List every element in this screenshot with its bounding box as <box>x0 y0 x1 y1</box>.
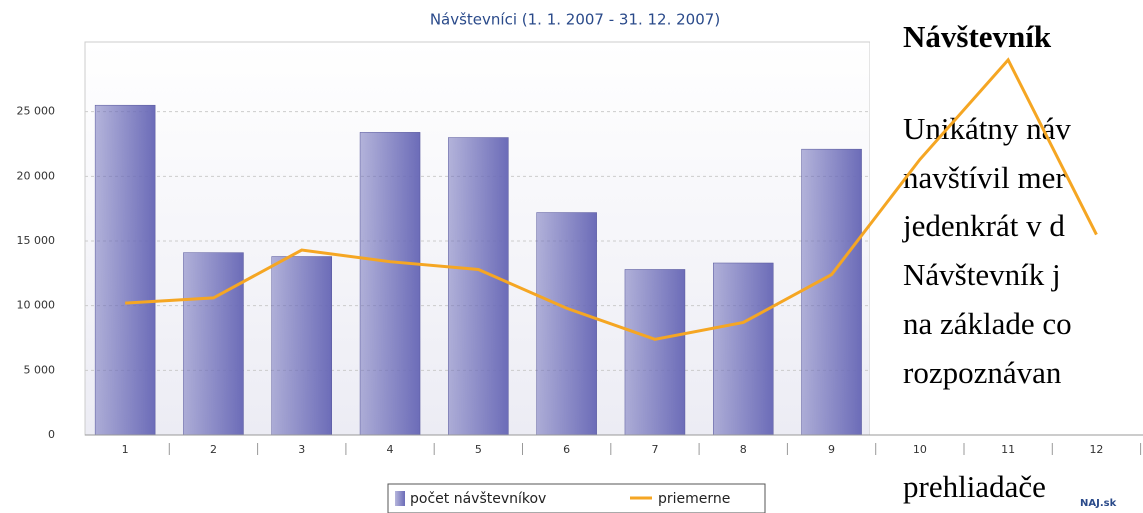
x-tick-label: 7 <box>651 443 658 456</box>
chart-title: Návštevníci (1. 1. 2007 - 31. 12. 2007) <box>430 11 720 29</box>
x-tick-label: 9 <box>828 443 835 456</box>
paragraph-line: Unikátny náv <box>903 111 1071 146</box>
heading: Návštevník <box>903 19 1052 54</box>
legend-label: počet návštevníkov <box>410 491 546 507</box>
bar <box>801 148 862 436</box>
x-tick-label: 3 <box>298 443 305 456</box>
x-tick-label: 4 <box>387 443 394 456</box>
bar <box>183 252 244 436</box>
bar <box>713 262 774 436</box>
legend-label: priemerne <box>658 491 730 507</box>
bar <box>624 269 686 436</box>
y-tick-label: 15 000 <box>17 234 56 247</box>
paragraph-line: na základe co <box>903 306 1072 341</box>
logo: NAJ.sk <box>1080 498 1117 509</box>
y-tick-label: 5 000 <box>24 363 56 376</box>
x-tick-label: 10 <box>913 443 927 456</box>
bar <box>94 104 156 436</box>
text-box <box>870 0 1143 455</box>
x-tick-label: 8 <box>740 443 747 456</box>
paragraph-line: jedenkrát v d <box>902 208 1065 243</box>
legend-box <box>387 483 766 513</box>
y-tick-label: 20 000 <box>17 169 56 182</box>
bar <box>536 212 597 436</box>
x-tick-label: 5 <box>475 443 482 456</box>
x-tick-label: 6 <box>563 443 570 456</box>
x-tick-label: 12 <box>1089 443 1103 456</box>
x-tick-label: 2 <box>210 443 217 456</box>
paragraph-line: navštívil mer <box>903 160 1066 195</box>
y-tick-label: 0 <box>48 428 55 441</box>
bar <box>448 137 509 436</box>
legend-swatch <box>395 491 405 506</box>
y-tick-label: 10 000 <box>17 299 56 312</box>
bar <box>271 256 332 436</box>
bar <box>359 132 421 436</box>
y-tick-label: 25 000 <box>17 105 56 118</box>
paragraph-line: Návštevník j <box>903 257 1061 292</box>
legend: počet návštevníkov priemerne <box>387 483 766 513</box>
paragraph-line: prehliadače <box>903 469 1046 504</box>
x-tick-label: 1 <box>122 443 129 456</box>
x-tick-label: 11 <box>1001 443 1015 456</box>
paragraph-line: rozpoznávan <box>903 355 1062 390</box>
line <box>125 57 1098 341</box>
